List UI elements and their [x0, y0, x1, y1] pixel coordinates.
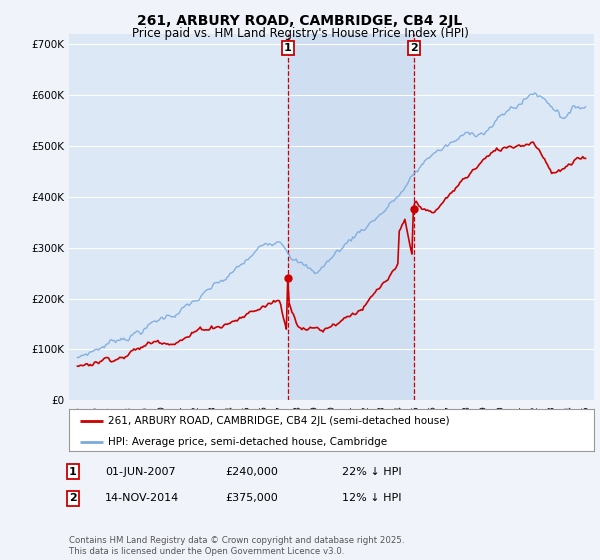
Text: Contains HM Land Registry data © Crown copyright and database right 2025.
This d: Contains HM Land Registry data © Crown c… — [69, 536, 404, 556]
Text: 1: 1 — [284, 43, 292, 53]
Text: £375,000: £375,000 — [225, 493, 278, 503]
Text: 1: 1 — [69, 466, 77, 477]
Text: 2: 2 — [410, 43, 418, 53]
Text: 2: 2 — [69, 493, 77, 503]
Text: 261, ARBURY ROAD, CAMBRIDGE, CB4 2JL: 261, ARBURY ROAD, CAMBRIDGE, CB4 2JL — [137, 14, 463, 28]
Bar — [288, 34, 414, 400]
Text: 22% ↓ HPI: 22% ↓ HPI — [342, 466, 401, 477]
Text: Price paid vs. HM Land Registry's House Price Index (HPI): Price paid vs. HM Land Registry's House … — [131, 27, 469, 40]
Text: 14-NOV-2014: 14-NOV-2014 — [105, 493, 179, 503]
Text: 261, ARBURY ROAD, CAMBRIDGE, CB4 2JL (semi-detached house): 261, ARBURY ROAD, CAMBRIDGE, CB4 2JL (se… — [109, 417, 450, 426]
Text: 01-JUN-2007: 01-JUN-2007 — [105, 466, 176, 477]
Text: £240,000: £240,000 — [225, 466, 278, 477]
Text: 12% ↓ HPI: 12% ↓ HPI — [342, 493, 401, 503]
Text: HPI: Average price, semi-detached house, Cambridge: HPI: Average price, semi-detached house,… — [109, 437, 388, 447]
